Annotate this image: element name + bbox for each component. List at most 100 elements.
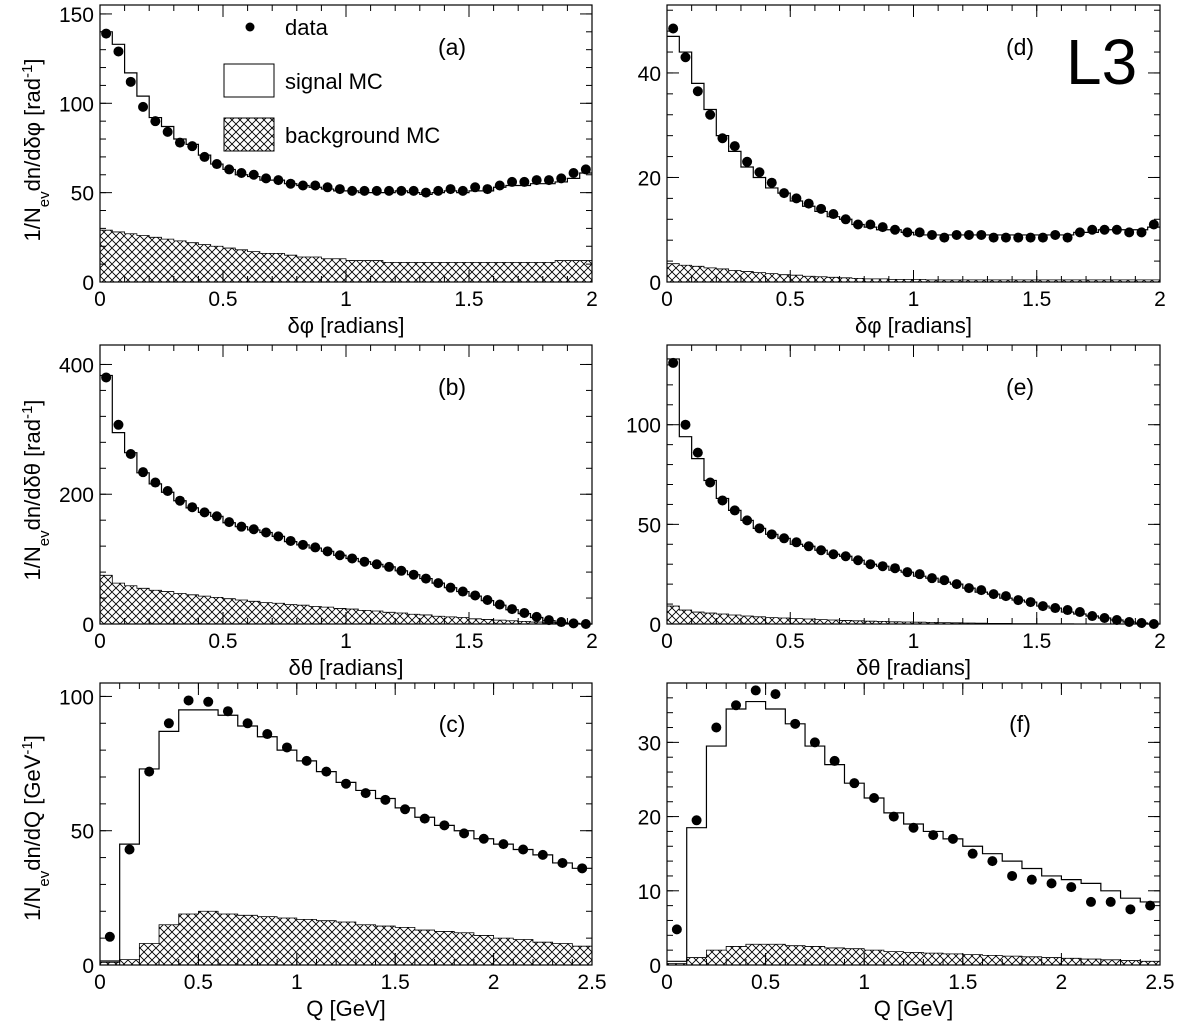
background-bar (218, 913, 238, 965)
background-bar (1041, 957, 1062, 965)
background-bar (679, 610, 692, 624)
background-bar (223, 248, 236, 282)
data-point (341, 778, 351, 789)
data-point (729, 505, 740, 516)
background-bar (532, 942, 553, 965)
data-point (396, 185, 407, 196)
data-point (519, 607, 530, 618)
x-axis: 0 0.5 1 1.5 2 2.5 Q [GeV] (661, 683, 1175, 1021)
data-point (828, 549, 839, 560)
y-tick-label: 40 (638, 63, 661, 86)
data-point (1148, 219, 1159, 230)
background-bar (1061, 958, 1082, 965)
data-point (803, 541, 814, 552)
data-point (482, 594, 493, 605)
background-bar (346, 609, 359, 624)
background-bar (1100, 959, 1121, 965)
data-point (803, 198, 814, 209)
data-point (420, 573, 431, 584)
background-bar (124, 585, 137, 624)
x-tick-label: 0 (94, 971, 106, 994)
y-tick-label: 400 (59, 354, 94, 377)
background-bar (987, 279, 1000, 282)
background-bar (925, 622, 939, 624)
x-axis-label: Q [GeV] (306, 996, 385, 1021)
panel-f: 0 0.5 1 1.5 2 2.5 Q [GeV] 0 10 20 30 (f) (638, 682, 1175, 1021)
data-point (347, 553, 358, 564)
data-point (692, 447, 703, 458)
signal-mc-histogram (100, 31, 592, 196)
data-point (113, 419, 124, 430)
y-axis: 0 200 400 (59, 354, 592, 637)
background-bar (481, 619, 494, 624)
background-bar (444, 262, 457, 282)
background-bar (790, 618, 803, 624)
background-bar (726, 946, 746, 965)
data-point (543, 615, 554, 626)
background-bar (1021, 956, 1042, 965)
x-tick-label: 0 (94, 288, 106, 311)
data-point (779, 188, 790, 199)
data-point (1000, 591, 1011, 602)
background-bar (395, 262, 408, 282)
background-outline (99, 574, 592, 625)
data-point (890, 563, 901, 574)
data-point (1050, 603, 1061, 614)
background-bar (530, 622, 543, 624)
y-tick-label: 0 (649, 955, 661, 978)
background-bar (112, 231, 125, 282)
x-axis: 0 0.5 1 1.5 2 δφ [radians] (94, 5, 598, 338)
background-mc-bars (666, 943, 1161, 965)
background-bar (1120, 960, 1141, 965)
background-bar (925, 279, 939, 282)
background-bar (1110, 279, 1124, 282)
data-point (1037, 232, 1048, 243)
data-points (668, 23, 1159, 243)
panel-b: 0 0.5 1 1.5 2 δθ [radians] 0 200 400 (b) (59, 344, 598, 680)
background-bar (1036, 279, 1050, 282)
y-tick-label: 0 (82, 272, 94, 295)
data-point (420, 187, 431, 198)
data-point (174, 495, 185, 506)
background-bar (247, 601, 260, 624)
background-bar (235, 249, 248, 282)
data-point (926, 573, 937, 584)
data-point (236, 521, 247, 532)
x-tick-label: 1.5 (1022, 288, 1051, 311)
background-bar (876, 621, 889, 624)
background-bar (802, 619, 815, 624)
x-tick-label: 1 (291, 971, 303, 994)
background-bar (876, 278, 889, 282)
data-point (445, 582, 456, 593)
data-point (828, 209, 839, 220)
background-bar (745, 944, 766, 965)
background-bar (901, 279, 914, 282)
x-axis-label: δφ [radians] (855, 313, 972, 338)
background-bar (901, 622, 914, 624)
background-bar (186, 242, 199, 282)
data-point (242, 718, 253, 729)
background-bar (456, 617, 469, 624)
data-point (261, 173, 272, 184)
background-bar (272, 253, 285, 282)
x-tick-label: 2 (488, 971, 500, 994)
data-point (568, 167, 579, 178)
legend-data-marker (245, 22, 255, 32)
background-bar (913, 279, 926, 282)
background-bar (159, 924, 179, 965)
y-tick-label: 50 (638, 514, 661, 537)
background-bar (210, 597, 223, 624)
data-point (790, 718, 801, 729)
data-point (926, 229, 937, 240)
data-point (248, 169, 259, 180)
data-point (680, 52, 691, 63)
data-point (816, 203, 827, 214)
background-bar (667, 963, 687, 965)
y-tick-label: 30 (638, 732, 661, 755)
background-bar (765, 617, 778, 624)
data-point (1037, 601, 1048, 612)
data-point (668, 23, 679, 34)
background-bar (851, 278, 865, 282)
background-bar (827, 620, 840, 624)
data-point (162, 485, 173, 496)
